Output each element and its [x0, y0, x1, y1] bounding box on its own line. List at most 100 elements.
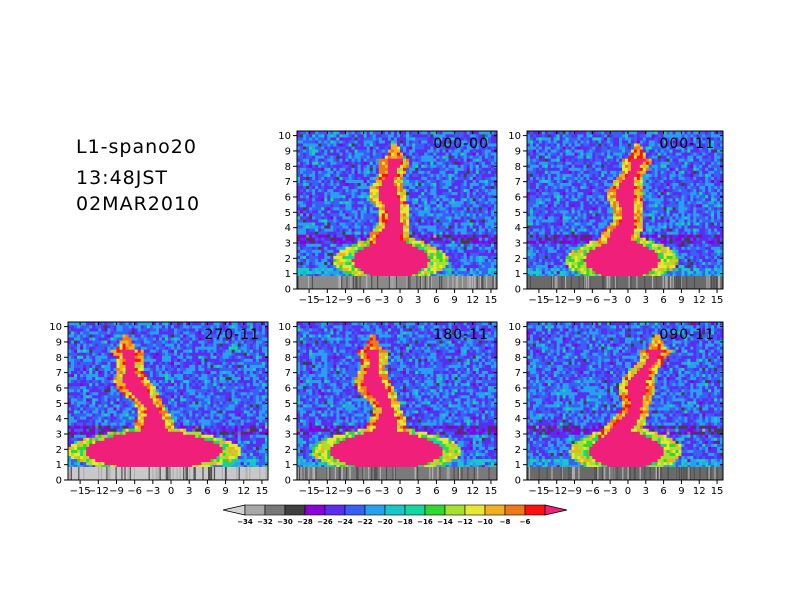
heat-cell	[580, 228, 584, 232]
heat-cell	[339, 182, 343, 187]
heat-cell	[454, 185, 458, 190]
heat-cell	[363, 246, 368, 250]
heat-cell	[484, 255, 489, 259]
heat-cell	[589, 188, 593, 193]
heat-cell	[592, 255, 596, 259]
heat-cell	[586, 225, 590, 229]
heat-cell	[463, 264, 468, 269]
heat-cell	[306, 137, 310, 141]
heat-cell	[481, 134, 486, 138]
heat-cell	[445, 146, 449, 150]
heat-cell	[345, 273, 349, 278]
heat-cell	[436, 206, 440, 211]
heat-cell	[535, 240, 540, 244]
heat-cell	[348, 261, 352, 266]
heat-cell	[324, 206, 328, 211]
heat-cell	[384, 203, 389, 208]
heat-cell	[324, 173, 328, 177]
heat-cell	[300, 243, 304, 247]
heat-cell	[400, 206, 404, 211]
heat-cell	[532, 131, 537, 135]
heat-cell	[415, 261, 419, 266]
panel-label: 000-00	[433, 136, 489, 152]
heat-cell	[493, 231, 498, 235]
heat-cell	[559, 164, 563, 168]
heat-cell	[571, 203, 575, 208]
heat-cell	[559, 191, 563, 196]
heat-cell	[393, 155, 398, 159]
heat-cell	[345, 261, 349, 266]
heat-cell	[463, 231, 468, 235]
heat-cell	[550, 243, 555, 247]
heat-cell	[372, 200, 377, 205]
heat-cell	[556, 137, 561, 141]
heat-cell	[532, 137, 537, 141]
heat-cell	[369, 140, 374, 144]
heat-cell	[309, 206, 313, 211]
heat-cell	[318, 185, 322, 190]
heat-cell	[478, 234, 483, 238]
heat-cell	[303, 185, 307, 190]
heat-cell	[303, 270, 307, 275]
heat-cell	[366, 234, 371, 238]
heat-cell	[372, 252, 377, 256]
heat-cell	[363, 203, 368, 208]
heat-cell	[409, 140, 413, 144]
heat-cell	[463, 140, 468, 144]
heat-cell	[387, 246, 392, 250]
heat-cell	[562, 261, 566, 266]
heat-cell	[369, 134, 374, 138]
heat-cell	[589, 225, 593, 229]
heat-cell	[390, 237, 395, 241]
heat-cell	[538, 261, 543, 266]
heat-cell	[580, 167, 584, 171]
heat-cell	[547, 167, 552, 171]
heat-cell	[583, 149, 587, 153]
heat-cell	[430, 140, 434, 144]
heat-cell	[297, 216, 301, 220]
heat-cell	[387, 134, 392, 138]
heat-cell	[375, 228, 380, 232]
heat-cell	[403, 219, 407, 223]
heat-cell	[336, 258, 340, 263]
heat-cell	[595, 194, 599, 199]
heat-cell	[378, 252, 383, 256]
heat-cell	[415, 134, 419, 138]
heat-cell	[300, 252, 304, 256]
heat-cell	[403, 273, 407, 278]
heat-cell	[321, 155, 325, 159]
heat-cell	[409, 143, 413, 147]
heat-cell	[544, 270, 549, 275]
heat-cell	[527, 146, 531, 150]
heat-cell	[442, 228, 446, 232]
heat-cell	[571, 261, 575, 266]
heat-cell	[604, 240, 608, 244]
heat-cell	[297, 176, 301, 180]
heat-cell	[490, 216, 495, 220]
heat-cell	[490, 143, 495, 147]
heat-cell	[463, 182, 468, 187]
heat-cell	[577, 173, 581, 177]
heat-cell	[463, 149, 468, 153]
heat-cell	[412, 267, 416, 272]
heat-cell	[574, 255, 578, 259]
heat-cell	[586, 191, 590, 196]
heat-cell	[535, 179, 540, 184]
heat-cell	[409, 203, 413, 208]
heat-cell	[529, 206, 534, 211]
heat-cell	[442, 182, 446, 187]
x-tick-label: 3	[415, 295, 421, 306]
heat-cell	[306, 134, 310, 138]
heat-cell	[315, 164, 319, 168]
heat-cell	[553, 197, 558, 202]
heat-cell	[309, 249, 313, 253]
heat-cell	[601, 225, 605, 229]
heat-cell	[484, 200, 489, 205]
heat-cell	[318, 134, 322, 138]
heat-cell	[484, 213, 489, 217]
heat-cell	[442, 270, 446, 275]
heat-cell	[472, 140, 477, 144]
heat-cell	[342, 234, 346, 238]
heat-cell	[327, 255, 331, 259]
heat-cell	[460, 194, 465, 199]
